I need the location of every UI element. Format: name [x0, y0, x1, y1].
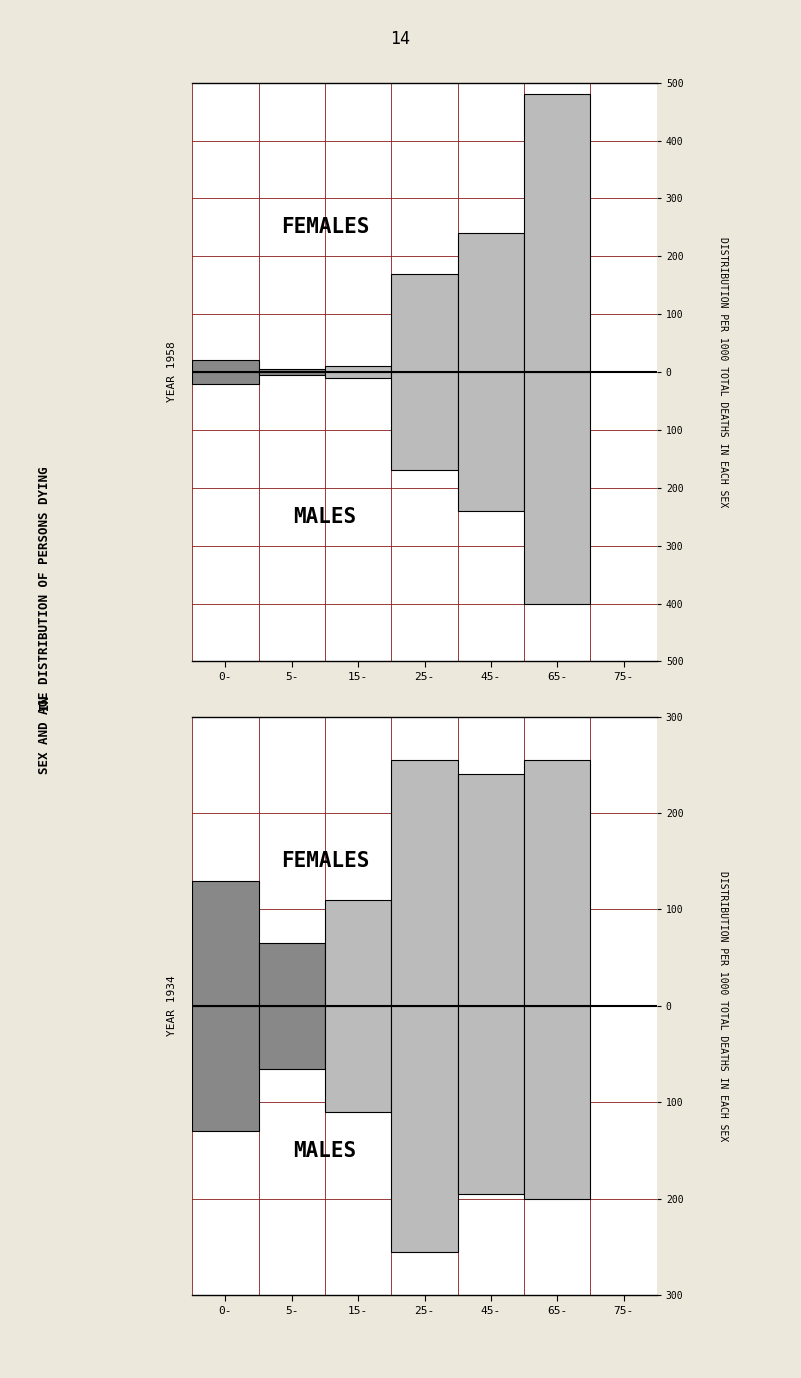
Bar — [457, 774, 524, 1006]
Bar — [192, 361, 259, 372]
Bar — [192, 1006, 259, 1131]
Bar — [524, 94, 590, 372]
Bar — [325, 900, 392, 1006]
Bar — [259, 1006, 325, 1069]
Y-axis label: DISTRIBUTION PER 1000 TOTAL DEATHS IN EACH SEX: DISTRIBUTION PER 1000 TOTAL DEATHS IN EA… — [718, 871, 728, 1141]
Bar — [192, 881, 259, 1006]
Bar — [524, 761, 590, 1006]
Text: MALES: MALES — [293, 1141, 356, 1160]
Bar — [392, 1006, 457, 1251]
Bar — [325, 372, 392, 378]
Text: MALES: MALES — [293, 507, 356, 526]
Bar — [457, 233, 524, 372]
Bar — [457, 1006, 524, 1193]
Bar — [192, 372, 259, 383]
Bar — [392, 761, 457, 1006]
Text: SEX AND AGE DISTRIBUTION OF PERSONS DYING: SEX AND AGE DISTRIBUTION OF PERSONS DYIN… — [38, 466, 50, 774]
Text: FEMALES: FEMALES — [281, 852, 369, 871]
Bar — [259, 943, 325, 1006]
Text: IN: IN — [38, 696, 50, 710]
Bar — [325, 1006, 392, 1112]
Bar — [259, 369, 325, 372]
Bar — [392, 274, 457, 372]
Bar — [524, 1006, 590, 1199]
Y-axis label: DISTRIBUTION PER 1000 TOTAL DEATHS IN EACH SEX: DISTRIBUTION PER 1000 TOTAL DEATHS IN EA… — [718, 237, 728, 507]
Text: YEAR 1958: YEAR 1958 — [167, 342, 177, 402]
Bar — [259, 372, 325, 375]
Bar — [325, 367, 392, 372]
Text: FEMALES: FEMALES — [281, 218, 369, 237]
Text: YEAR 1934: YEAR 1934 — [167, 976, 177, 1036]
Bar — [392, 372, 457, 470]
Bar — [457, 372, 524, 511]
Text: 14: 14 — [391, 30, 410, 48]
Bar — [524, 372, 590, 604]
